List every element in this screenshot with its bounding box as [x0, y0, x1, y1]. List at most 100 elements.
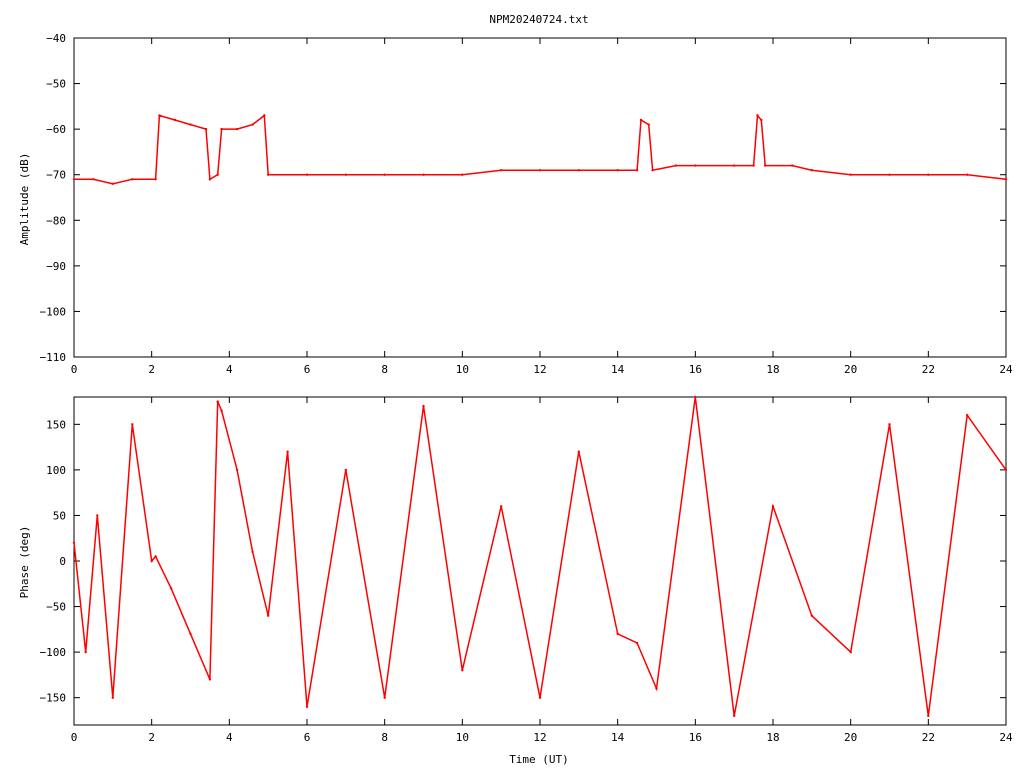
phase-x-tick-label: 20 — [844, 731, 857, 744]
amplitude-x-tick-label: 20 — [844, 363, 857, 376]
amplitude-y-tick-label: −110 — [40, 351, 67, 364]
phase-y-tick-label: −100 — [40, 646, 67, 659]
time-x-axis-label: Time (UT) — [509, 753, 569, 766]
amplitude-x-tick-label: 6 — [304, 363, 311, 376]
amplitude-data-point — [422, 173, 425, 176]
phase-axis-ticks: 0 2 4 6 8 10 12 14 16 18 20 22 24150100500−50−100−15… — [40, 397, 1013, 744]
phase-x-tick-label: 10 — [456, 731, 469, 744]
amplitude-data-point — [204, 127, 208, 131]
amplitude-data-point — [756, 114, 759, 117]
phase-data-point — [616, 632, 619, 636]
phase-y-tick-label: 150 — [46, 418, 66, 431]
amplitude-series-line — [74, 113, 1007, 185]
amplitude-data-point — [674, 164, 678, 167]
amplitude-data-point — [1004, 178, 1008, 181]
phase-data-point — [500, 505, 503, 508]
phase-data-point — [694, 395, 697, 399]
amplitude-y-tick-label: −90 — [46, 260, 66, 273]
phase-data-point — [267, 614, 270, 617]
phase-data-point — [305, 705, 309, 708]
amplitude-x-tick-label: 8 — [381, 363, 388, 376]
phase-data-point — [169, 587, 173, 590]
phase-data-point — [538, 696, 542, 699]
phase-data-point — [577, 450, 580, 453]
amplitude-data-point — [220, 127, 223, 131]
phase-data-point — [251, 550, 254, 554]
amplitude-x-tick-label: 14 — [611, 363, 625, 376]
phase-data-point — [849, 650, 852, 654]
phase-series-line — [73, 396, 1007, 717]
phase-x-tick-label: 14 — [611, 731, 625, 744]
phase-data-point — [220, 409, 223, 412]
phase-data-point — [1004, 468, 1008, 472]
phase-x-tick-label: 12 — [533, 731, 546, 744]
amplitude-data-point — [461, 173, 464, 176]
phase-x-tick-label: 2 — [148, 731, 155, 744]
amplitude-data-point — [639, 118, 643, 122]
amplitude-data-point — [764, 164, 767, 167]
amplitude-data-point — [791, 164, 794, 167]
amplitude-series — [72, 113, 1008, 185]
phase-data-point — [84, 650, 87, 654]
amplitude-x-tick-label: 0 — [71, 363, 78, 376]
amplitude-data-point — [235, 127, 239, 131]
amplitude-panel: 0 2 4 6 8 10 12 14 16 18 20 22 24−40−50−60−70−80−90−… — [18, 32, 1013, 376]
amplitude-y-tick-label: −60 — [46, 123, 66, 136]
amplitude-x-tick-label: 24 — [999, 363, 1013, 376]
phase-series — [72, 395, 1008, 718]
amplitude-data-point — [305, 173, 309, 176]
phase-data-point — [208, 678, 212, 681]
phase-data-point — [286, 450, 289, 453]
amplitude-data-point — [849, 173, 852, 176]
phase-data-point — [635, 641, 639, 645]
amplitude-y-tick-label: −80 — [46, 214, 66, 227]
amplitude-data-point — [344, 173, 347, 176]
phase-data-point — [927, 714, 930, 718]
phase-x-tick-label: 4 — [226, 731, 233, 744]
phase-y-tick-label: 0 — [59, 555, 66, 568]
amplitude-x-tick-label: 10 — [456, 363, 469, 376]
amplitude-data-point — [500, 169, 503, 172]
phase-data-point — [771, 505, 775, 508]
phase-data-point — [383, 696, 386, 699]
amplitude-data-point — [538, 169, 542, 172]
amplitude-y-axis-label: Amplitude (dB) — [18, 153, 31, 246]
amplitude-data-point — [216, 173, 219, 176]
phase-data-point — [150, 559, 153, 563]
amplitude-data-point — [383, 173, 386, 176]
amplitude-data-point — [131, 178, 134, 181]
amplitude-data-point — [647, 123, 650, 126]
amplitude-data-point — [263, 114, 266, 117]
phase-x-tick-label: 18 — [766, 731, 779, 744]
phase-x-tick-label: 6 — [304, 731, 311, 744]
phase-data-point — [96, 514, 99, 517]
amplitude-data-point — [966, 173, 969, 176]
amplitude-data-point — [72, 178, 76, 181]
phase-panel: 0 2 4 6 8 10 12 14 16 18 20 22 24150100500−50−100−15… — [18, 395, 1013, 766]
phase-data-point — [655, 687, 658, 690]
amplitude-data-point — [158, 114, 161, 117]
phase-data-point — [888, 423, 891, 426]
phase-data-point — [810, 614, 813, 617]
amplitude-axis-ticks: 0 2 4 6 8 10 12 14 16 18 20 22 24−40−50−60−70−80−90−… — [40, 32, 1013, 376]
amplitude-y-tick-label: −40 — [46, 32, 66, 45]
phase-data-point — [189, 632, 192, 636]
amplitude-data-point — [189, 123, 192, 126]
phase-y-tick-label: 100 — [46, 464, 66, 477]
amplitude-data-point — [92, 178, 95, 181]
amplitude-data-point — [810, 169, 813, 172]
amplitude-y-tick-label: −100 — [40, 305, 67, 318]
phase-y-axis-label: Phase (deg) — [18, 526, 31, 599]
phase-y-tick-label: −150 — [40, 692, 67, 705]
amplitude-data-point — [577, 169, 580, 172]
amplitude-data-point — [616, 169, 619, 172]
amplitude-data-point — [173, 118, 177, 122]
phase-x-tick-label: 22 — [922, 731, 935, 744]
amplitude-x-tick-label: 22 — [922, 363, 935, 376]
amplitude-x-tick-label: 16 — [689, 363, 702, 376]
phase-data-point — [422, 404, 425, 408]
amplitude-data-point — [694, 164, 697, 167]
amplitude-data-point — [154, 178, 157, 181]
phase-data-point — [344, 468, 347, 472]
